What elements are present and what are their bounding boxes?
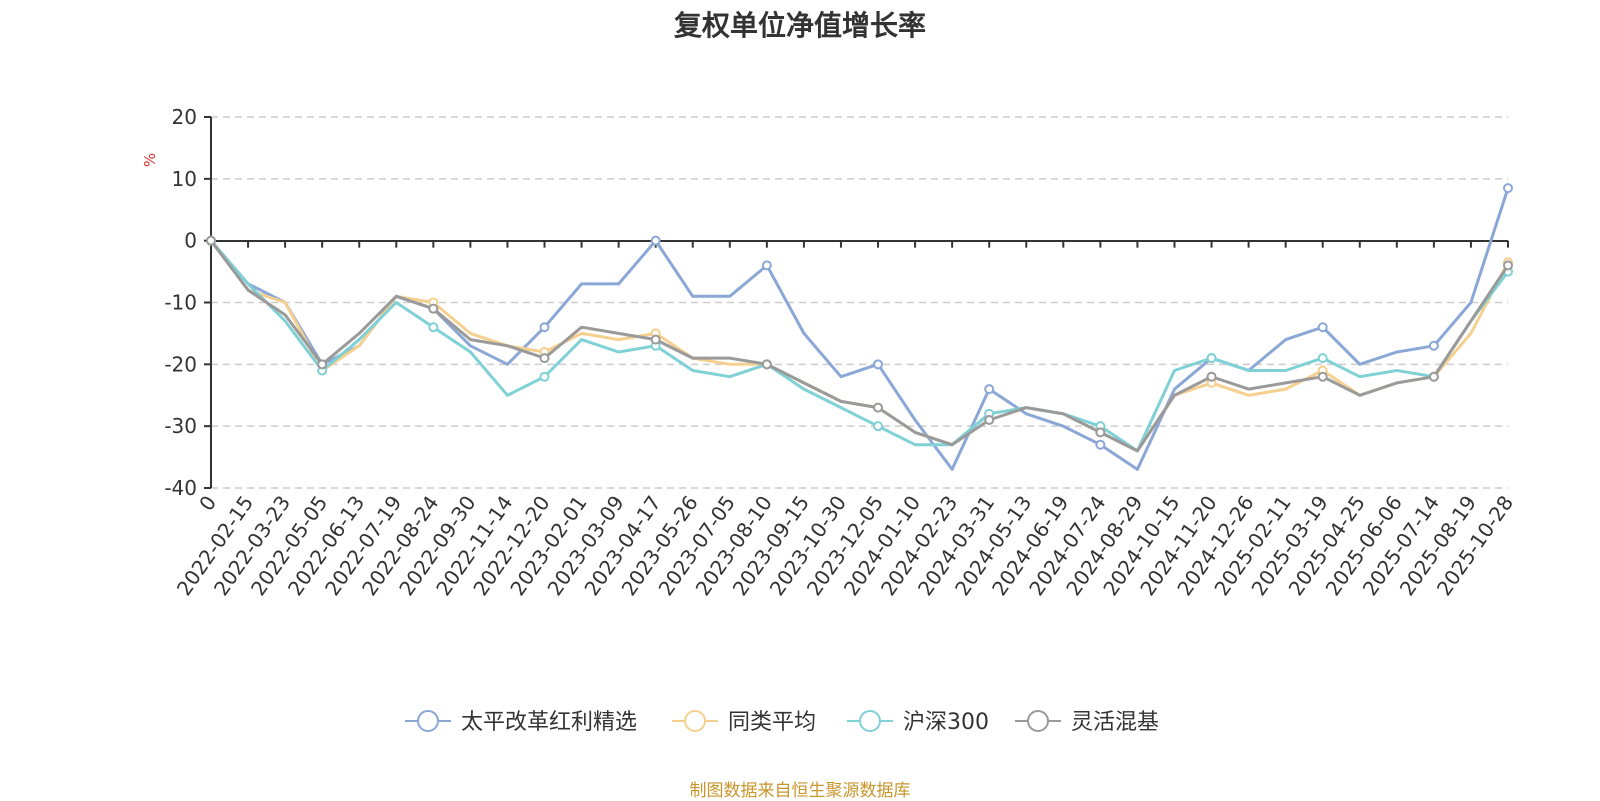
data-point [650, 235, 661, 246]
series-layer [206, 183, 1513, 471]
legend-circle-marker [417, 710, 439, 732]
data-point [539, 371, 550, 382]
legend-circle-marker [1027, 710, 1049, 732]
legend-circle-marker [684, 710, 706, 732]
data-point [873, 421, 884, 432]
x-tick-layer: 02022-02-152022-03-232022-05-052022-06-1… [172, 240, 1518, 600]
data-point [873, 402, 884, 413]
y-tick-label: 20 [172, 105, 197, 129]
data-point [984, 414, 995, 425]
series-line [209, 239, 1510, 453]
legend-item[interactable]: 太平改革红利精选 [405, 710, 637, 735]
data-point [1428, 371, 1439, 382]
source-note: 制图数据来自恒生聚源数据库 [689, 781, 911, 801]
y-tick-layer: 20 10 0 -10 -20 -30 -40 [164, 105, 211, 500]
y-tick-label: -20 [164, 352, 197, 376]
data-point [1428, 340, 1439, 351]
series-line [209, 186, 1510, 471]
legend-label: 太平改革红利精选 [461, 710, 637, 735]
data-point [1206, 371, 1217, 382]
data-point [650, 334, 661, 345]
data-point [539, 322, 550, 333]
legend-label: 沪深300 [903, 710, 989, 735]
y-tick-label: -30 [164, 414, 197, 438]
data-point [1317, 353, 1328, 364]
data-point [1206, 353, 1217, 364]
y-axis-unit-label: % [141, 153, 159, 167]
data-point [206, 235, 216, 246]
data-point [428, 303, 439, 314]
data-point [873, 359, 884, 370]
legend-label: 同类平均 [728, 710, 816, 735]
data-point [1317, 371, 1328, 382]
legend: 太平改革红利精选 同类平均 沪深300 灵活混基 [405, 710, 1159, 735]
data-point [1095, 427, 1106, 438]
data-point [984, 384, 995, 395]
y-tick-label: -40 [164, 476, 197, 500]
y-tick-label: -10 [164, 291, 197, 315]
data-point [1317, 322, 1328, 333]
data-point [761, 359, 772, 370]
data-point [1095, 439, 1106, 450]
data-point [1503, 260, 1513, 271]
series-line [209, 239, 1510, 453]
legend-item[interactable]: 同类平均 [672, 710, 816, 735]
legend-label: 灵活混基 [1071, 710, 1159, 735]
grid-layer [211, 116, 1508, 489]
y-tick-label: 10 [172, 167, 197, 191]
data-point [428, 322, 439, 333]
legend-circle-marker [859, 710, 881, 732]
series-line [209, 239, 1510, 453]
data-point [539, 353, 550, 364]
data-point [761, 260, 772, 271]
y-tick-label: 0 [184, 229, 197, 253]
legend-item[interactable]: 灵活混基 [1015, 710, 1159, 735]
data-point [1503, 183, 1513, 194]
data-point [317, 359, 328, 370]
legend-item[interactable]: 沪深300 [847, 710, 989, 735]
x-tick-label: 0 [194, 491, 221, 515]
chart-title: 复权单位净值增长率 [673, 9, 926, 42]
